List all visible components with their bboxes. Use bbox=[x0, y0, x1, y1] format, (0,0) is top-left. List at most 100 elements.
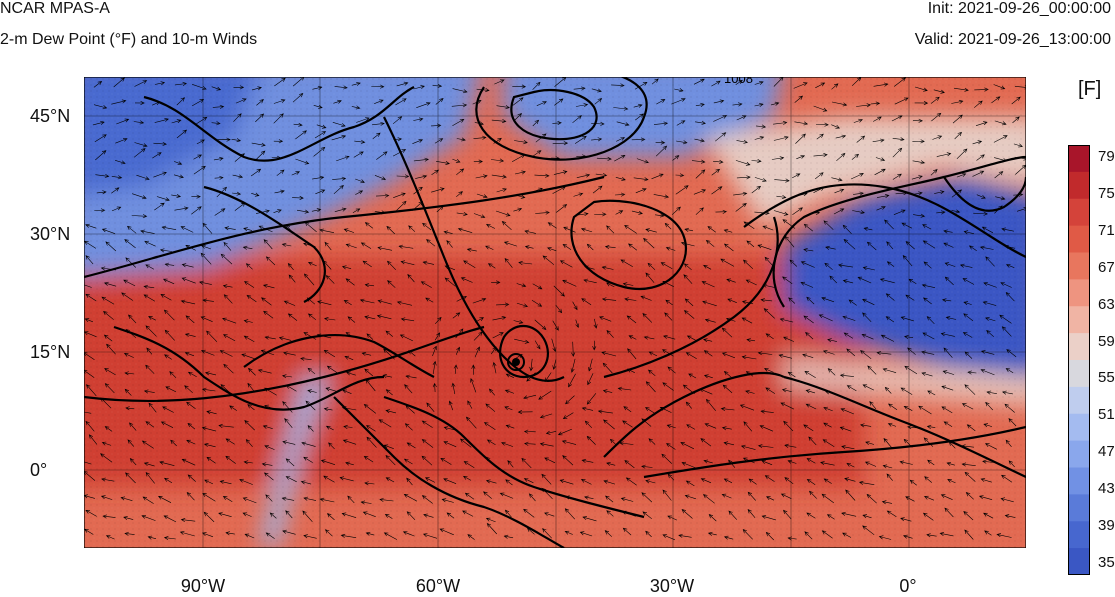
wind-arrow bbox=[899, 460, 913, 465]
wind-arrow bbox=[415, 174, 428, 179]
colorbar-swatch bbox=[1068, 225, 1090, 253]
wind-arrow bbox=[831, 124, 841, 129]
wind-arrow bbox=[811, 210, 821, 215]
wind-arrow bbox=[655, 145, 668, 157]
wind-arrow bbox=[501, 441, 514, 447]
wind-arrow bbox=[993, 84, 1006, 90]
wind-arrow bbox=[856, 135, 866, 143]
wind-arrow bbox=[803, 223, 813, 232]
wind-arrow bbox=[413, 186, 423, 195]
wind-arrow bbox=[154, 118, 169, 123]
wind-arrow bbox=[905, 294, 915, 301]
wind-arrow bbox=[624, 297, 637, 302]
wind-arrow bbox=[751, 159, 762, 163]
wind-arrow bbox=[1013, 192, 1024, 197]
wind-arrow bbox=[715, 132, 727, 142]
wind-arrow bbox=[606, 329, 614, 338]
wind-arrow bbox=[606, 282, 615, 288]
wind-arrow bbox=[181, 458, 196, 466]
wind-arrow bbox=[124, 388, 132, 396]
wind-arrow bbox=[635, 188, 647, 194]
wind-arrow bbox=[936, 152, 952, 157]
wind-arrow bbox=[622, 282, 634, 287]
wind-arrow bbox=[547, 247, 557, 252]
wind-arrow bbox=[225, 531, 235, 536]
wind-arrow bbox=[312, 175, 325, 180]
wind-arrow bbox=[384, 514, 393, 519]
wind-arrow bbox=[829, 275, 838, 284]
wind-arrow bbox=[111, 99, 127, 105]
wind-arrow bbox=[399, 334, 413, 342]
wind-arrow bbox=[946, 462, 955, 466]
wind-arrow bbox=[296, 209, 310, 214]
wind-arrow bbox=[552, 186, 566, 194]
wind-arrow bbox=[523, 508, 535, 518]
wind-arrow bbox=[860, 423, 872, 428]
wind-arrow bbox=[145, 421, 155, 428]
wind-arrow bbox=[913, 213, 926, 218]
wind-arrow bbox=[552, 121, 562, 126]
wind-arrow bbox=[599, 316, 612, 322]
wind-arrow bbox=[204, 479, 214, 485]
wind-arrow bbox=[464, 492, 475, 500]
wind-arrow bbox=[181, 263, 194, 268]
wind-arrow bbox=[962, 332, 973, 338]
wind-arrow bbox=[853, 118, 863, 123]
wind-arrow bbox=[683, 274, 693, 284]
wind-arrow bbox=[647, 369, 656, 377]
coastline-segment bbox=[603, 371, 785, 458]
wind-arrow bbox=[783, 336, 795, 342]
wind-arrow bbox=[979, 245, 994, 250]
wind-arrow bbox=[285, 510, 293, 519]
wind-arrow bbox=[306, 297, 316, 305]
wind-arrow bbox=[365, 379, 376, 392]
wind-arrow bbox=[702, 300, 717, 307]
wind-arrow bbox=[778, 354, 793, 359]
wind-arrow bbox=[836, 152, 846, 162]
wind-arrow bbox=[343, 228, 355, 233]
wind-arrow bbox=[201, 532, 214, 538]
wind-arrow bbox=[894, 77, 907, 87]
wind-arrow bbox=[398, 244, 414, 249]
wind-arrow bbox=[838, 263, 854, 268]
wind-arrow bbox=[653, 121, 669, 126]
wind-arrow bbox=[463, 461, 475, 468]
wind-arrow bbox=[362, 511, 376, 517]
wind-arrow bbox=[406, 511, 416, 521]
wind-arrow bbox=[222, 284, 233, 289]
wind-arrow bbox=[136, 174, 150, 181]
wind-arrow bbox=[827, 338, 837, 343]
wind-arrow bbox=[858, 480, 875, 485]
wind-arrow bbox=[402, 531, 415, 537]
wind-arrow bbox=[808, 436, 817, 446]
wind-arrow bbox=[379, 497, 394, 502]
wind-arrow bbox=[683, 263, 692, 271]
wind-arrow bbox=[186, 492, 195, 501]
wind-arrow bbox=[251, 192, 260, 197]
wind-arrow bbox=[943, 229, 953, 234]
wind-arrow bbox=[531, 300, 543, 307]
wind-arrow bbox=[345, 332, 354, 338]
wind-arrow bbox=[741, 300, 754, 305]
wind-arrow bbox=[474, 121, 484, 126]
wind-arrow bbox=[947, 479, 956, 484]
wind-arrow bbox=[265, 256, 276, 266]
wind-arrow bbox=[218, 512, 232, 517]
wind-arrow bbox=[831, 83, 839, 90]
wind-arrow bbox=[354, 139, 366, 144]
wind-arrow bbox=[742, 457, 755, 464]
wind-arrow bbox=[813, 187, 825, 193]
wind-arrow bbox=[662, 280, 674, 287]
colorbar-swatch bbox=[1068, 494, 1090, 522]
wind-arrow bbox=[765, 496, 775, 501]
wind-arrow bbox=[892, 173, 902, 180]
isobar bbox=[570, 199, 687, 290]
wind-arrow bbox=[387, 260, 397, 271]
wind-arrow bbox=[671, 206, 681, 215]
wind-arrow bbox=[111, 187, 120, 194]
wind-arrow bbox=[529, 358, 534, 372]
wind-arrow bbox=[129, 457, 137, 466]
wind-arrow bbox=[672, 155, 680, 161]
wind-arrow bbox=[400, 317, 415, 322]
wind-arrow bbox=[378, 419, 392, 428]
